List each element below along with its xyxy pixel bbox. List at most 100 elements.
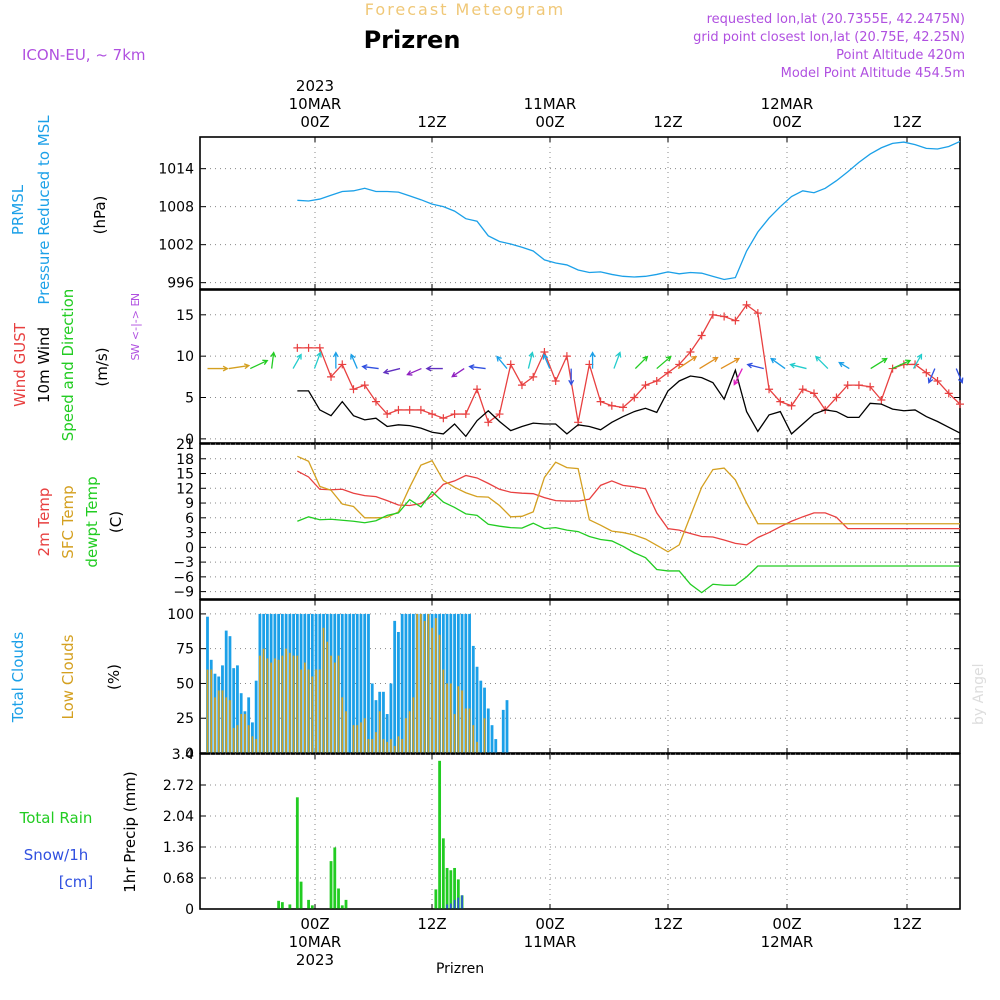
bar-clouds-b — [285, 648, 287, 753]
compass-s: S — [129, 353, 142, 360]
gust-marker — [360, 381, 369, 390]
gust-marker — [720, 312, 729, 321]
bar-clouds-a — [404, 613, 408, 753]
gust-marker — [416, 405, 425, 414]
y-tick-label: 18 — [176, 452, 194, 468]
bar-clouds-b — [420, 613, 422, 753]
gust-marker — [652, 376, 661, 385]
y-tick-label: −3 — [173, 555, 194, 571]
bar-clouds-b — [330, 655, 332, 753]
bottom-hour-label: 00Z — [535, 915, 564, 933]
bar-clouds-b — [483, 718, 486, 753]
y-tick-label: 50 — [176, 676, 194, 692]
bar-precip-b — [457, 897, 460, 909]
wind-arrow — [656, 355, 672, 370]
gust-marker — [843, 381, 852, 390]
bar-clouds-a — [352, 613, 355, 753]
top-day-label: 12MAR — [761, 95, 814, 113]
watermark: by Angel — [971, 664, 987, 725]
y-tick-label: 1.36 — [163, 840, 194, 856]
gust-marker — [473, 385, 482, 394]
bar-clouds-b — [337, 655, 340, 753]
requested-coords: requested lon,lat (20.7355E, 42.2475N) — [707, 12, 965, 27]
y-tick-label: −9 — [173, 585, 194, 601]
gust-marker — [697, 331, 706, 340]
gust-marker — [809, 389, 818, 398]
bar-clouds-b — [315, 669, 317, 753]
bar-clouds-b — [221, 690, 224, 753]
bar-clouds-b — [386, 741, 389, 753]
wind-arrow — [270, 351, 277, 369]
top-hour-label: 00Z — [772, 113, 801, 131]
bar-clouds-b — [217, 690, 220, 753]
bar-clouds-b — [281, 655, 284, 753]
bar-clouds-a — [382, 691, 385, 753]
wind-arrow — [746, 362, 764, 370]
bar-clouds-b — [251, 736, 254, 753]
bar-clouds-b — [311, 676, 314, 753]
bar-precip-a — [310, 905, 314, 909]
wind-arrow — [770, 357, 786, 370]
bar-clouds-b — [214, 697, 216, 753]
bar-clouds-b — [289, 652, 291, 753]
panel-frame — [199, 136, 961, 290]
bar-clouds-b — [232, 727, 235, 753]
y-tick-label: 3.4 — [172, 747, 194, 763]
bottom-day-label: 10MAR — [289, 933, 342, 951]
series-line-wind-gust — [297, 303, 961, 424]
y-tick-label: 0.68 — [163, 871, 194, 887]
panel-frame — [199, 753, 961, 910]
bar-clouds-b — [229, 700, 231, 753]
gust-marker — [607, 401, 616, 410]
y-tick-label: 996 — [167, 276, 194, 292]
y-tick-label: 10 — [176, 349, 194, 365]
bar-clouds-b — [360, 722, 362, 753]
bar-clouds-b — [401, 739, 404, 753]
precip-legend-label: Snow/1h — [24, 846, 89, 864]
bar-clouds-b — [259, 655, 261, 753]
bar-clouds-b — [292, 655, 295, 753]
bar-clouds-b — [247, 725, 250, 753]
bar-clouds-b — [307, 669, 310, 753]
wind-arrow — [292, 353, 302, 369]
bar-precip-a — [340, 905, 344, 909]
top-day-label: 10MAR — [289, 95, 342, 113]
wind-arrow — [699, 356, 719, 370]
bar-clouds-a — [479, 680, 483, 753]
y-tick-label: 1002 — [158, 238, 194, 254]
bar-clouds-b — [446, 683, 448, 753]
bar-clouds-a — [456, 613, 460, 753]
panel-precip: 0 0.68 1.36 2.04 2.72 3.4 Total Rain Snow/1h [cm… — [19, 747, 961, 918]
bar-precip-a — [438, 760, 442, 909]
bar-clouds-b — [210, 669, 213, 753]
wind-arrow — [425, 365, 443, 372]
top-hour-label: 12Z — [417, 113, 446, 131]
bar-clouds-b — [322, 627, 325, 753]
bar-clouds-b — [431, 627, 433, 753]
wind-arrow — [527, 351, 535, 369]
y-tick-label: 9 — [185, 496, 194, 512]
wind-arrow — [955, 368, 964, 384]
bar-clouds-a — [228, 636, 232, 753]
wind-arrow — [542, 353, 551, 369]
y-tick-label: 2.72 — [163, 778, 194, 794]
wind-arrow — [228, 363, 251, 370]
bar-clouds-b — [453, 714, 456, 753]
gust-marker — [315, 343, 324, 352]
bar-clouds-a — [468, 613, 471, 753]
gust-marker — [742, 300, 751, 309]
bar-clouds-b — [405, 718, 407, 753]
wind-arrow — [496, 355, 508, 369]
panel-ylabel: PRMSL — [9, 184, 27, 235]
bar-precip-a — [295, 797, 299, 909]
gust-marker — [529, 372, 538, 381]
panel-unit: (hPa) — [91, 196, 109, 235]
bar-clouds-b — [244, 714, 246, 753]
bar-precip-a — [453, 867, 456, 909]
y-tick-label: 15 — [176, 467, 194, 483]
bar-clouds-a — [494, 739, 498, 753]
gust-marker — [405, 405, 414, 414]
y-tick-label: 21 — [176, 437, 194, 453]
